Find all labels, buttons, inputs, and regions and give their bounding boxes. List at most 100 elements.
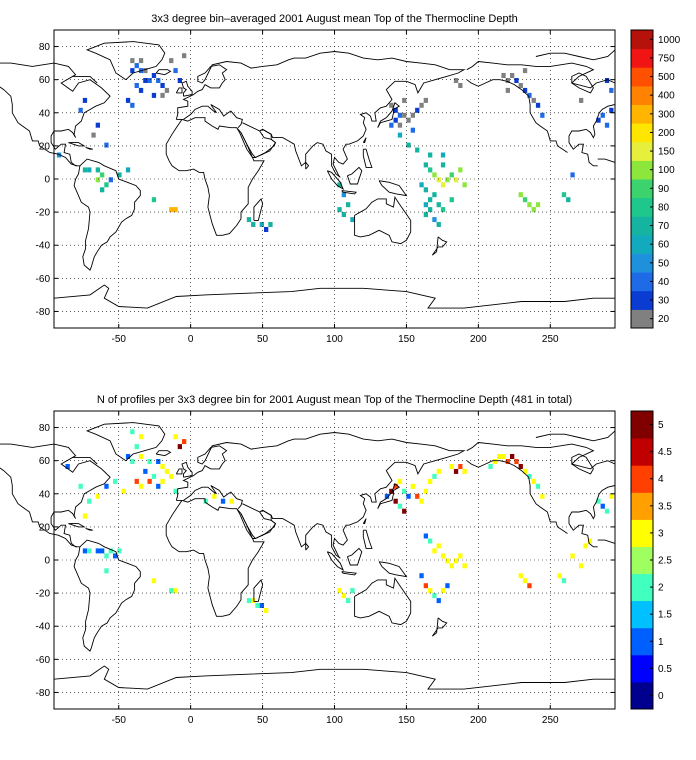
coastline: [0, 86, 78, 167]
coastline: [354, 195, 412, 245]
data-bin: [82, 548, 88, 554]
bottom-colorbar-segment: [631, 519, 653, 547]
coastline: [253, 578, 264, 602]
top-colorbar-tick-label: 70: [658, 221, 670, 232]
data-bin: [436, 468, 441, 474]
data-bin: [423, 212, 428, 218]
data-bin: [583, 543, 588, 549]
bottom-colorbar-segment: [631, 681, 653, 710]
top-colorbar-segment: [631, 30, 653, 50]
bottom-colorbar-tick-label: 1: [658, 637, 664, 648]
data-bin: [156, 78, 161, 83]
y-tick-label: -20: [36, 208, 51, 219]
data-bin: [432, 192, 437, 198]
data-bin: [419, 182, 424, 188]
coastline: [73, 158, 141, 271]
data-bin: [415, 107, 420, 113]
coastline: [431, 617, 448, 637]
data-bin: [445, 583, 450, 589]
y-tick-label: -80: [36, 688, 51, 699]
data-bin: [535, 202, 541, 208]
data-bin: [445, 177, 450, 183]
coastline: [305, 161, 310, 170]
coastline: [240, 503, 277, 539]
bottom-colorbar-tick-label: 4.5: [658, 447, 672, 458]
top-colorbar-tick-label: 500: [658, 72, 675, 83]
data-bin: [177, 78, 182, 83]
coastline: [568, 506, 598, 548]
coastline: [377, 102, 400, 128]
data-bin: [134, 63, 139, 69]
data-bin: [402, 112, 407, 118]
x-tick-label: 50: [257, 334, 269, 345]
data-bin: [121, 488, 126, 494]
data-bin: [251, 598, 256, 604]
data-bin: [522, 468, 528, 474]
data-bin: [432, 217, 437, 223]
bottom-colorbar-segment: [631, 492, 653, 520]
coastline: [362, 137, 367, 144]
bottom-colorbar-segment: [631, 411, 653, 439]
bottom-colorbar-tick-label: 4: [658, 474, 664, 485]
x-tick-label: 250: [542, 715, 559, 726]
data-bin: [462, 563, 467, 569]
top-colorbar-segment: [631, 123, 653, 143]
top-colorbar-tick-label: 80: [658, 202, 670, 213]
data-bin: [87, 498, 92, 504]
data-bin: [596, 498, 601, 504]
data-bin: [65, 464, 70, 469]
bottom-colorbar-segment: [631, 627, 653, 656]
data-bin: [130, 429, 135, 435]
coastline: [466, 79, 568, 153]
data-bin: [440, 182, 446, 188]
x-tick-label: 150: [398, 715, 415, 726]
coastline: [175, 51, 466, 178]
data-bin: [436, 202, 441, 208]
data-bin: [337, 588, 342, 594]
data-bin: [113, 553, 118, 559]
coastline: [326, 551, 345, 571]
bottom-colorbar-segment: [631, 654, 653, 683]
data-bin: [423, 97, 428, 103]
data-bin: [393, 498, 398, 504]
data-bin: [156, 459, 161, 464]
top-colorbar-tick-label: 20: [658, 314, 670, 325]
top-colorbar: 20 30 40 50 60 70 80 90 100 150 200 300 400 500 750 100…: [630, 29, 681, 329]
data-bin: [268, 222, 273, 227]
coastline: [53, 284, 615, 309]
data-bin: [505, 87, 510, 93]
data-bin: [173, 588, 178, 594]
y-tick-label: -80: [36, 307, 51, 318]
data-bin: [440, 553, 446, 559]
coastline: [346, 547, 363, 566]
top-colorbar-segment: [631, 253, 653, 273]
data-bin: [453, 468, 459, 474]
top-colorbar-segment: [631, 160, 653, 180]
top-colorbar-segment: [631, 67, 653, 87]
data-bin: [415, 147, 420, 153]
data-bin: [458, 167, 463, 173]
data-bin: [108, 177, 113, 183]
data-bin: [415, 493, 420, 499]
y-tick-label: 0: [44, 556, 50, 567]
data-bin: [104, 568, 109, 574]
data-bin: [458, 83, 463, 88]
data-bin: [501, 454, 506, 459]
data-bin: [410, 112, 415, 118]
y-tick-label: 0: [44, 175, 50, 186]
data-bin: [440, 207, 446, 213]
coastline: [183, 104, 243, 128]
bottom-colorbar-tick-label: 5: [658, 420, 664, 431]
coastline: [85, 528, 93, 531]
data-bin: [138, 483, 144, 489]
bottom-colorbar-tick-label: 0: [658, 691, 664, 702]
data-bin: [402, 488, 407, 494]
data-bin: [173, 68, 178, 74]
coastline: [377, 483, 400, 509]
bottom-colorbar-segment: [631, 546, 653, 575]
data-bin: [246, 217, 252, 223]
coastline: [378, 180, 408, 197]
coastline: [165, 500, 265, 617]
data-bin: [587, 538, 592, 544]
coastline: [181, 461, 193, 478]
